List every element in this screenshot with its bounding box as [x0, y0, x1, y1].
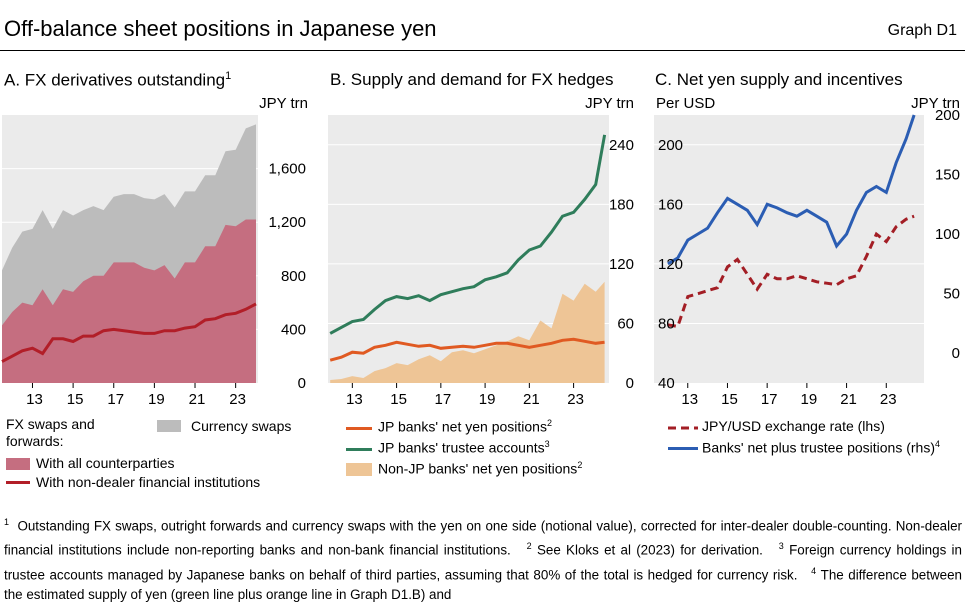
y-axis-unit: JPY trn [259, 95, 308, 112]
line-jp-banks-net [329, 337, 605, 362]
legend-swatch-currency-swaps [157, 420, 181, 432]
panel-b-title: B. Supply and demand for FX hedges [330, 70, 614, 89]
area-all-counterparties [2, 219, 256, 383]
y-tick-label: 0 [626, 375, 634, 392]
panel-a-x-tick-label: 19 [148, 391, 165, 408]
y-tick-label-right: 200 [935, 107, 960, 124]
legend-swatch-banks-net [668, 447, 698, 450]
legend-label-banks-net: Banks' net plus trustee positions (rhs)4 [702, 439, 941, 456]
panel-b-x-tick-label: 21 [523, 391, 540, 408]
y-tick-label-left: 200 [658, 137, 683, 154]
plot-background [654, 115, 924, 383]
legend-swatch-non-dealer [6, 481, 30, 484]
y-axis-unit-left: Per USD [656, 95, 715, 112]
y-tick-label-right: 0 [952, 345, 960, 362]
legend-swatch-all-counterparties [6, 458, 30, 470]
panel-a-x-tick-label: 15 [67, 391, 84, 408]
panel-c-x-tick-label: 23 [880, 391, 897, 408]
legend-label-fx-rate: JPY/USD exchange rate (lhs) [702, 418, 885, 434]
graph-label: Graph D1 [887, 22, 957, 39]
legend-swatch-jp-banks-net [346, 427, 372, 430]
line-jp-trustee [329, 134, 607, 335]
panel-c-x-tick-label: 21 [840, 391, 857, 408]
panel-c-x-tick-label: 19 [801, 391, 818, 408]
y-tick-label: 1,600 [268, 161, 306, 178]
y-axis-unit-right: JPY trn [911, 95, 960, 112]
y-tick-label-left: 120 [658, 256, 683, 273]
panel-a-title: A. FX derivatives outstanding1 [4, 70, 232, 90]
line-fx-rate [667, 214, 915, 329]
panel-b-x-tick-label: 23 [567, 391, 584, 408]
panel-b-x-tick-label: 15 [390, 391, 407, 408]
y-tick-label-right: 50 [943, 286, 960, 303]
y-tick-label-left: 40 [658, 375, 675, 392]
y-tick-label: 120 [609, 256, 634, 273]
panel-a-x-tick-label: 21 [189, 391, 206, 408]
legend-swatch-jp-trustee [346, 448, 372, 451]
y-tick-label-left: 80 [658, 315, 675, 332]
title-rule [0, 50, 965, 51]
line-banks-net [667, 114, 916, 266]
chart-b: 0 60 120 180 240 JPY trn 13 15 17 19 21 23 [328, 95, 634, 408]
panel-c-title: C. Net yen supply and incentives [655, 70, 903, 89]
legend-label-currency-swaps: Currency swaps [191, 418, 292, 434]
legend-label-non-jp: Non-JP banks' net yen positions2 [378, 460, 583, 477]
panel-a-x-tick-label: 23 [229, 391, 246, 408]
panel-b-x-tick-label: 19 [479, 391, 496, 408]
panel-c-x-tick-label: 13 [681, 391, 698, 408]
legend-c: JPY/USD exchange rate (lhs) Banks' net p… [668, 418, 964, 462]
y-tick-label-left: 160 [658, 196, 683, 213]
panel-c-x-tick-label: 17 [761, 391, 778, 408]
y-tick-label: 240 [609, 137, 634, 154]
panel-a-x-tick-label: 13 [26, 391, 43, 408]
y-tick-label: 800 [281, 268, 306, 285]
legend-a: FX swaps and forwards: Currency swaps Wi… [4, 416, 324, 496]
legend-a-group-label: FX swaps and forwards: [6, 416, 95, 449]
legend-label-non-dealer: With non-dealer financial institutions [36, 474, 261, 490]
panel-a-x-tick-label: 17 [107, 391, 124, 408]
y-tick-label: 0 [298, 375, 306, 392]
chart-a: 0 400 800 1,200 1,600 JPY trn 13 15 17 19 21 23 [1, 95, 308, 408]
y-tick-label-right: 150 [935, 167, 960, 184]
legend-label-jp-trustee: JP banks' trustee accounts3 [378, 439, 550, 456]
y-axis-unit: JPY trn [585, 95, 634, 112]
legend-swatch-non-jp [346, 463, 372, 476]
line-non-dealer [1, 302, 257, 363]
area-non-jp-banks [330, 281, 605, 383]
y-tick-label: 180 [609, 196, 634, 213]
panel-c-x-tick-label: 15 [721, 391, 738, 408]
chart-c: 40 80 120 160 200 0 50 100 150 200 Per USD JPY trn 1… [654, 95, 960, 408]
panel-b-x-tick-label: 17 [434, 391, 451, 408]
footnotes: 1 Outstanding FX swaps, outright forward… [4, 517, 962, 603]
legend-label-jp-banks-net: JP banks' net yen positions2 [378, 418, 552, 435]
panel-b-x-tick-label: 13 [346, 391, 363, 408]
y-tick-label-right: 100 [935, 226, 960, 243]
y-tick-label: 400 [281, 321, 306, 338]
y-tick-label: 60 [617, 315, 634, 332]
y-tick-label: 1,200 [268, 214, 306, 231]
legend-b: JP banks' net yen positions2 JP banks' t… [346, 418, 646, 482]
page-title: Off-balance sheet positions in Japanese … [4, 16, 437, 41]
legend-swatch-fx-rate [668, 426, 698, 430]
legend-label-all-counterparties: With all counterparties [36, 455, 175, 471]
